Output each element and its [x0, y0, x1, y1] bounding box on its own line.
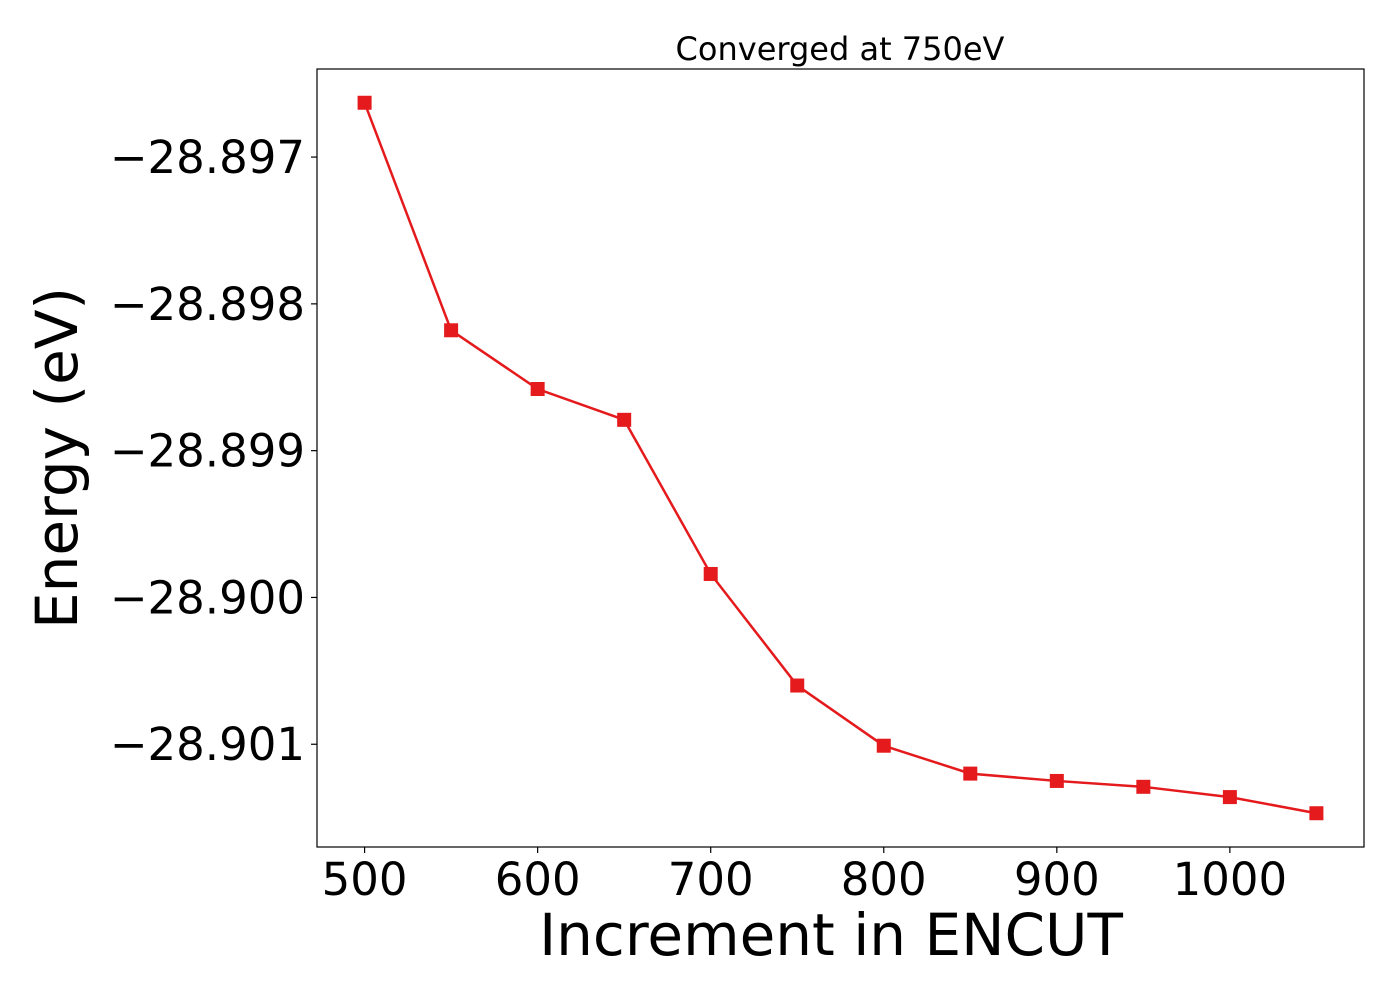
data-point-marker	[357, 95, 372, 110]
data-point-marker	[790, 678, 805, 693]
series-markers-group	[357, 95, 1324, 821]
x-tick-label: 1000	[1173, 853, 1288, 906]
data-point-marker	[444, 323, 459, 338]
data-point-marker	[876, 738, 891, 753]
x-tick-label: 500	[322, 853, 408, 906]
x-tick-label: 800	[841, 853, 927, 906]
x-tick-label: 900	[1014, 853, 1100, 906]
tick-marks	[311, 156, 1231, 853]
y-tick-label: −28.898	[110, 278, 305, 331]
data-point-marker	[530, 382, 545, 397]
data-point-marker	[1136, 779, 1151, 794]
data-point-marker	[963, 766, 978, 781]
x-tick-labels: 500 600 700 800 900 1000	[322, 853, 1288, 906]
data-point-marker	[1309, 806, 1324, 821]
series-line-group	[363, 102, 1317, 815]
x-tick-label: 600	[495, 853, 581, 906]
x-axis-title: Increment in ENCUT	[539, 901, 1123, 969]
x-tick-label: 700	[668, 853, 754, 906]
y-tick-labels: −28.897 −28.898 −28.899 −28.900 −28.901	[110, 131, 305, 771]
data-point-marker	[703, 566, 718, 581]
chart-title: Converged at 750eV	[676, 30, 1005, 68]
y-tick-label: −28.900	[110, 571, 305, 624]
y-axis-title: Energy (eV)	[23, 287, 91, 629]
data-point-marker	[1222, 790, 1237, 805]
plot-frame	[316, 68, 1365, 848]
y-tick-label: −28.901	[110, 718, 305, 771]
y-tick-label: −28.897	[110, 131, 305, 184]
series-line	[363, 102, 1317, 815]
data-point-marker	[1049, 773, 1064, 788]
y-tick-label: −28.899	[110, 425, 305, 478]
data-point-marker	[617, 412, 632, 427]
